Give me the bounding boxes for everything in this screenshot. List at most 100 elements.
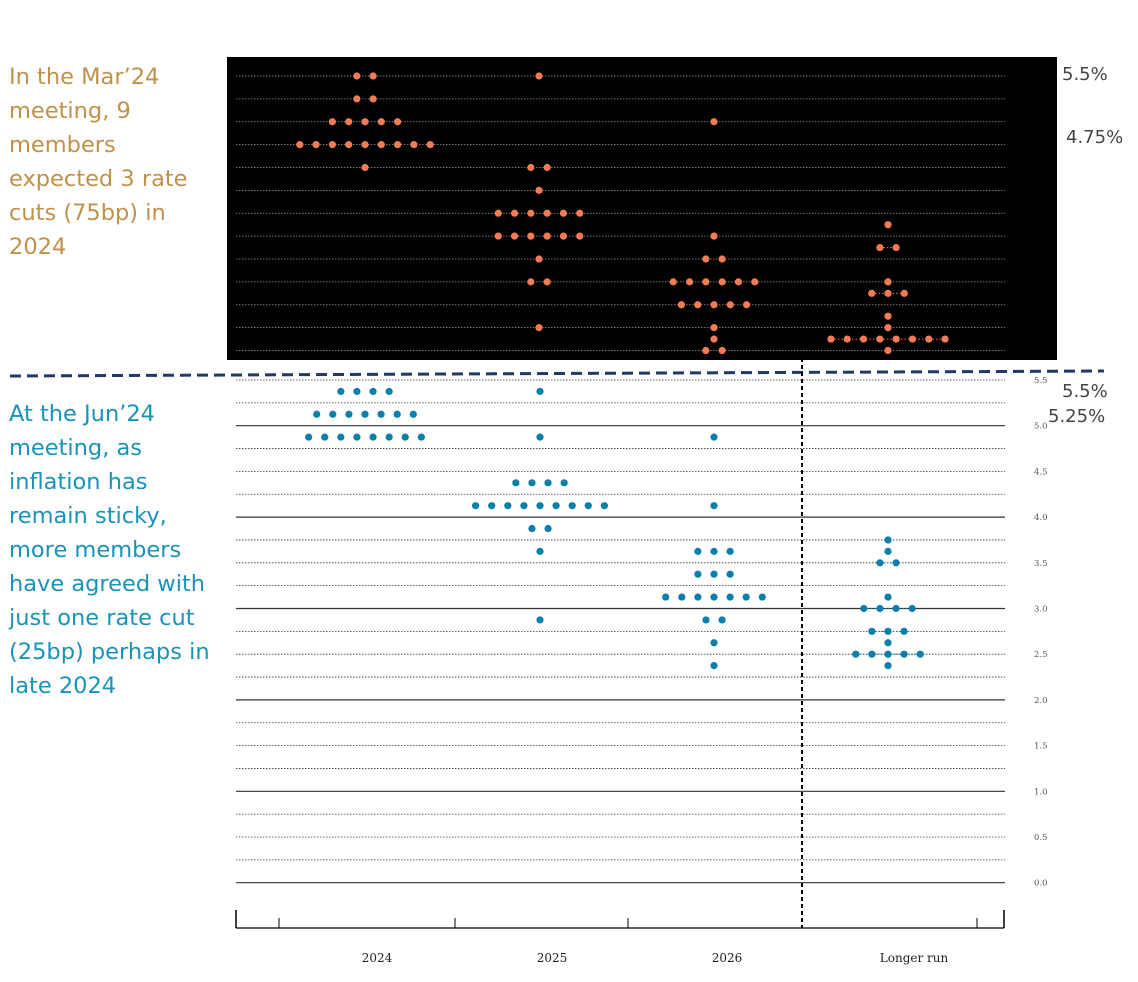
mar-panel-background	[227, 57, 1057, 360]
dot-2024	[345, 118, 353, 126]
jun-dot-plot: 5.5 5.0 4.5 4.0 3.5 3.0 2.5 2.0 1.5 1.0 0.5 0.0 2024…	[235, 376, 1048, 965]
dot-2024	[385, 387, 393, 396]
dot-2024	[337, 433, 345, 441]
dot-longer-run	[876, 335, 884, 343]
dot-2025	[535, 255, 543, 263]
dot-longer-run	[876, 604, 884, 613]
dot-2025	[527, 278, 535, 286]
dot-2024	[377, 410, 385, 418]
dot-2025	[559, 232, 568, 240]
dot-2026	[734, 278, 743, 286]
dot-2026	[726, 570, 734, 578]
dot-2025	[552, 502, 560, 510]
dot-2024	[361, 141, 369, 149]
dot-2025	[576, 209, 584, 217]
dot-2024	[305, 433, 313, 441]
dot-2025	[544, 479, 552, 487]
dot-longer-run	[852, 650, 860, 658]
dot-2025	[536, 387, 544, 396]
jun-meeting-annotation: At the Jun’24 meeting, as inflation has …	[9, 401, 210, 699]
dot-longer-run	[884, 547, 892, 555]
dot-2025	[527, 163, 535, 172]
dot-2024	[345, 141, 353, 149]
meeting-separator-line	[9, 369, 1105, 378]
dot-2024	[394, 118, 402, 126]
dot-2026	[710, 593, 718, 601]
dot-2026	[702, 278, 710, 286]
y-tick-label: 4.0	[1034, 513, 1048, 523]
y-tick-label: 0.5	[1034, 833, 1048, 843]
dot-2026	[685, 278, 694, 286]
dot-longer-run	[884, 536, 892, 544]
dot-2026	[677, 301, 686, 309]
dot-2025	[510, 209, 519, 217]
dot-longer-run	[941, 335, 949, 343]
dot-2026	[710, 301, 718, 309]
dot-2025	[536, 433, 544, 441]
dot-longer-run	[884, 324, 892, 332]
dot-2025	[472, 502, 480, 510]
dot-2024	[313, 410, 321, 418]
dot-2025	[527, 232, 535, 240]
dot-2026	[710, 232, 718, 240]
jun-median-label: 5.25%	[1048, 406, 1106, 427]
dot-2024	[369, 433, 377, 441]
dot-longer-run	[860, 604, 868, 613]
dot-2024	[361, 118, 369, 126]
mar-median-label: 4.75%	[1066, 127, 1124, 148]
dot-2024	[353, 433, 361, 441]
dot-longer-run	[884, 627, 892, 635]
dot-2025	[543, 278, 551, 286]
dot-2024	[394, 141, 402, 149]
dot-2025	[543, 163, 551, 172]
dot-2026	[710, 502, 718, 510]
y-tick-label: 0.0	[1034, 879, 1048, 889]
x-axis-label: 2025	[537, 951, 568, 965]
dot-2026	[694, 547, 702, 555]
dot-2026	[718, 255, 726, 263]
dot-2026	[751, 278, 759, 286]
x-axis-label: 2024	[362, 951, 393, 965]
dot-2026	[702, 346, 710, 355]
dot-2026	[726, 301, 734, 309]
dot-2024	[410, 141, 418, 149]
y-tick-label: 3.0	[1034, 605, 1048, 615]
y-tick-label: 3.5	[1034, 559, 1048, 569]
dot-2024	[328, 118, 336, 126]
y-tick-label: 4.5	[1034, 467, 1048, 477]
dot-2026	[710, 324, 718, 332]
dot-2025	[576, 232, 584, 240]
mar-meeting-annotation: In the Mar’24 meeting, 9 members expecte…	[9, 64, 188, 260]
dot-longer-run	[884, 289, 892, 297]
dot-2026	[710, 118, 718, 126]
dot-2025	[528, 479, 536, 487]
dot-2025	[536, 547, 544, 555]
dot-2026	[742, 593, 750, 601]
dot-2024	[321, 433, 329, 441]
dot-2025	[528, 524, 536, 533]
dot-2026	[702, 616, 710, 624]
dot-longer-run	[925, 335, 933, 343]
dot-2024	[369, 387, 377, 396]
dot-2025	[512, 479, 520, 487]
dot-2025	[568, 502, 576, 510]
dot-2025	[527, 209, 535, 217]
dot-2025	[544, 524, 552, 533]
dot-2025	[543, 209, 551, 217]
dot-2024	[329, 410, 337, 418]
dot-2026	[758, 593, 766, 601]
dot-2024	[377, 141, 385, 149]
y-tick-label: 2.0	[1034, 696, 1048, 706]
dot-2026	[710, 662, 718, 670]
dot-longer-run	[916, 650, 924, 658]
y-tick-label: 2.5	[1034, 650, 1048, 660]
y-tick-label: 5.5	[1034, 376, 1048, 386]
dot-longer-run	[884, 639, 892, 647]
dot-2025	[584, 502, 592, 510]
x-axis-label: Longer run	[880, 951, 949, 965]
dot-2026	[694, 301, 702, 309]
dot-2025	[559, 209, 568, 217]
dot-2024	[385, 433, 393, 441]
dot-2025	[535, 324, 543, 332]
